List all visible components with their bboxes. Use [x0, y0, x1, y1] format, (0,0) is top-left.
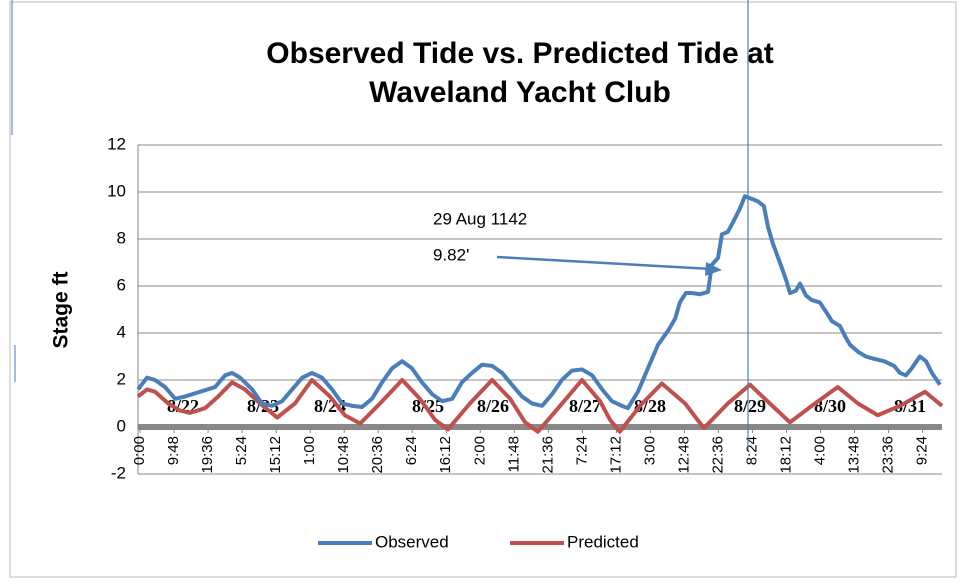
- chart-title: Observed Tide vs. Predicted Tide at: [266, 37, 773, 70]
- x-tick-label: 0:00: [131, 436, 148, 465]
- y-tick-label: 4: [117, 322, 126, 341]
- y-tick-label: 2: [117, 369, 126, 388]
- x-tick-label: 9:24: [914, 436, 931, 465]
- y-tick-label: -2: [111, 463, 126, 482]
- x-tick-label: 21:36: [539, 436, 556, 474]
- y-tick-label: 8: [117, 228, 126, 247]
- chart-frame: [9, 1, 957, 578]
- annotation-arrow: [496, 255, 713, 271]
- y-tick-label: 10: [107, 181, 126, 200]
- y-tick-label: 12: [107, 134, 126, 153]
- x-tick-label: 15:12: [267, 436, 284, 474]
- x-tick-label: 11:48: [505, 436, 522, 472]
- arrow-head: [705, 262, 722, 276]
- x-tick-label: 18:12: [777, 436, 794, 474]
- x-tick-label: 1:00: [301, 436, 318, 465]
- x-tick-label: 16:12: [437, 436, 454, 474]
- series-line: [136, 194, 942, 411]
- x-tick-label: 22:36: [709, 436, 726, 474]
- x-tick-label: 13:48: [845, 436, 862, 474]
- x-tick-label: 4:00: [811, 436, 828, 465]
- x-tick-label: 8:24: [743, 436, 760, 465]
- annotation: 9.82': [433, 245, 469, 264]
- day-label: 8/26: [477, 396, 509, 416]
- x-tick-label: 2:00: [471, 436, 488, 465]
- y-axis-label: Stage ft: [50, 271, 73, 348]
- day-label: 8/31: [894, 396, 926, 416]
- x-tick-label: 19:36: [199, 436, 216, 474]
- annotation: 29 Aug 1142: [433, 209, 527, 228]
- x-tick-label: 3:00: [641, 436, 658, 465]
- legend-label: Observed: [375, 532, 449, 551]
- day-label: 8/29: [734, 396, 766, 416]
- series-line: [136, 378, 944, 434]
- x-tick-label: 5:24: [233, 436, 250, 465]
- x-tick-label: 10:48: [335, 436, 352, 474]
- chart-title: Waveland Yacht Club: [369, 76, 671, 109]
- x-tick-label: 9:48: [165, 436, 182, 465]
- x-tick-label: 6:24: [403, 436, 420, 465]
- y-tick-label: 0: [117, 416, 126, 435]
- x-tick-label: 17:12: [607, 436, 624, 474]
- day-label: 8/27: [569, 396, 601, 416]
- x-tick-label: 12:48: [675, 436, 692, 474]
- x-tick-label: 23:36: [880, 436, 897, 474]
- x-tick-label: 20:36: [369, 436, 386, 474]
- day-label: 8/30: [814, 396, 846, 416]
- y-tick-label: 6: [117, 275, 126, 294]
- legend-label: Predicted: [567, 532, 639, 551]
- x-tick-label: 7:24: [573, 436, 590, 465]
